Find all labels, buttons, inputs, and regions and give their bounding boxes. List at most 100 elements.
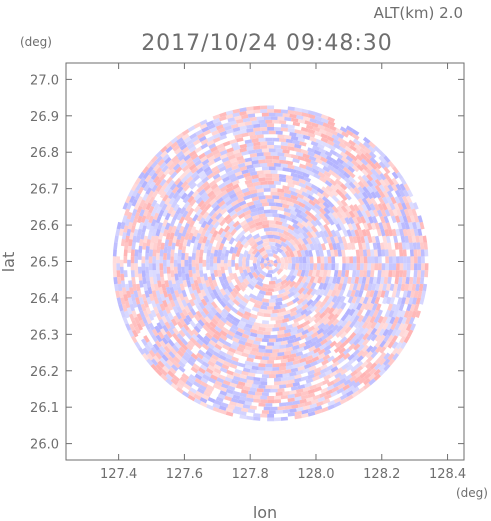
radar-bin <box>241 187 250 194</box>
radar-bin <box>406 228 412 237</box>
radar-bin <box>341 249 346 257</box>
radar-bin <box>181 390 190 398</box>
radar-bin <box>212 406 221 413</box>
radar-bin <box>265 309 273 314</box>
radar-bin <box>131 276 136 285</box>
radar-bin <box>130 249 135 257</box>
radar-bin <box>167 312 174 321</box>
radar-bin <box>273 198 281 204</box>
radar-bin <box>363 146 372 154</box>
radar-bin <box>406 270 411 278</box>
radar-bin <box>325 155 334 162</box>
radar-bin <box>300 186 308 193</box>
radar-bin <box>345 394 354 402</box>
radar-bin <box>143 183 150 192</box>
radar-bin <box>284 153 292 158</box>
radar-bin <box>331 256 336 264</box>
radar-bin <box>235 240 242 248</box>
radar-bin <box>353 192 361 200</box>
radar-bin <box>232 394 241 400</box>
radar-bin <box>306 350 315 357</box>
radar-bin <box>178 189 186 197</box>
radar-bin <box>155 259 160 267</box>
radar-bin <box>218 405 227 411</box>
radar-bin <box>198 283 204 291</box>
radar-bin <box>178 360 186 368</box>
radar-bin <box>363 283 369 291</box>
radar-bin <box>242 314 250 321</box>
radar-bin <box>217 200 226 208</box>
radar-bin <box>281 294 290 301</box>
radar-bin <box>335 188 343 196</box>
radar-bin <box>146 178 154 186</box>
radar-bin <box>200 289 207 297</box>
radar-bin <box>300 126 309 133</box>
radar-bin <box>207 159 216 167</box>
radar-bin <box>331 295 338 303</box>
radar-bin <box>172 283 178 291</box>
radar-bin <box>145 252 149 260</box>
radar-bin <box>275 202 283 208</box>
radar-bin <box>253 163 261 168</box>
radar-bin <box>237 275 244 284</box>
radar-bin <box>134 249 139 257</box>
radar-bin <box>227 259 232 267</box>
radar-bin <box>361 321 369 330</box>
radar-bin <box>304 335 313 342</box>
radar-bin <box>325 334 334 342</box>
radar-bin <box>404 283 409 292</box>
radar-bin <box>285 365 294 370</box>
radar-bin <box>370 191 378 199</box>
radar-bin <box>309 136 317 143</box>
radar-bin <box>268 184 276 189</box>
radar-bin <box>136 322 143 331</box>
radar-bin <box>382 222 388 230</box>
radar-bin <box>295 332 303 338</box>
radar-bin <box>327 355 335 363</box>
radar-bin <box>305 359 313 365</box>
radar-bin <box>322 191 330 199</box>
radar-bin <box>312 145 320 152</box>
radar-bin <box>313 153 322 160</box>
radar-bin <box>231 142 239 148</box>
radar-bin <box>304 185 313 192</box>
radar-bin <box>135 297 141 305</box>
radar-bin <box>309 384 317 390</box>
radar-bin <box>313 367 322 374</box>
radar-bin <box>323 217 331 226</box>
radar-bin <box>132 283 137 292</box>
radar-bin <box>278 213 287 219</box>
radar-bin <box>378 150 386 158</box>
radar-bin <box>363 141 371 149</box>
radar-bin <box>218 115 227 122</box>
radar-bin <box>394 189 402 198</box>
y-tick-label: 26.7 <box>30 183 59 198</box>
radar-bin <box>123 293 129 302</box>
radar-bin <box>282 317 290 324</box>
radar-bin <box>295 256 300 264</box>
radar-bin <box>367 235 373 244</box>
radar-bin <box>260 127 268 131</box>
radar-bin <box>162 228 169 237</box>
radar-bin <box>380 228 386 237</box>
radar-bin <box>204 239 211 247</box>
radar-bin <box>345 155 354 163</box>
radar-bin <box>166 160 174 168</box>
radar-bin <box>244 139 252 144</box>
radar-bin <box>301 409 309 415</box>
radar-bin <box>187 160 195 168</box>
radar-bin <box>194 159 202 167</box>
radar-bin <box>276 263 282 270</box>
radar-bin <box>384 290 390 298</box>
radar-bin <box>158 286 164 295</box>
radar-bin <box>287 357 295 363</box>
radar-bin <box>216 256 221 264</box>
radar-bin <box>275 242 283 249</box>
radar-bin <box>351 390 360 398</box>
radar-bin <box>285 401 294 406</box>
radar-bin <box>387 184 394 192</box>
radar-bin <box>231 252 236 261</box>
radar-bin <box>205 152 214 159</box>
radar-bin <box>318 207 327 215</box>
radar-bin <box>384 209 391 217</box>
